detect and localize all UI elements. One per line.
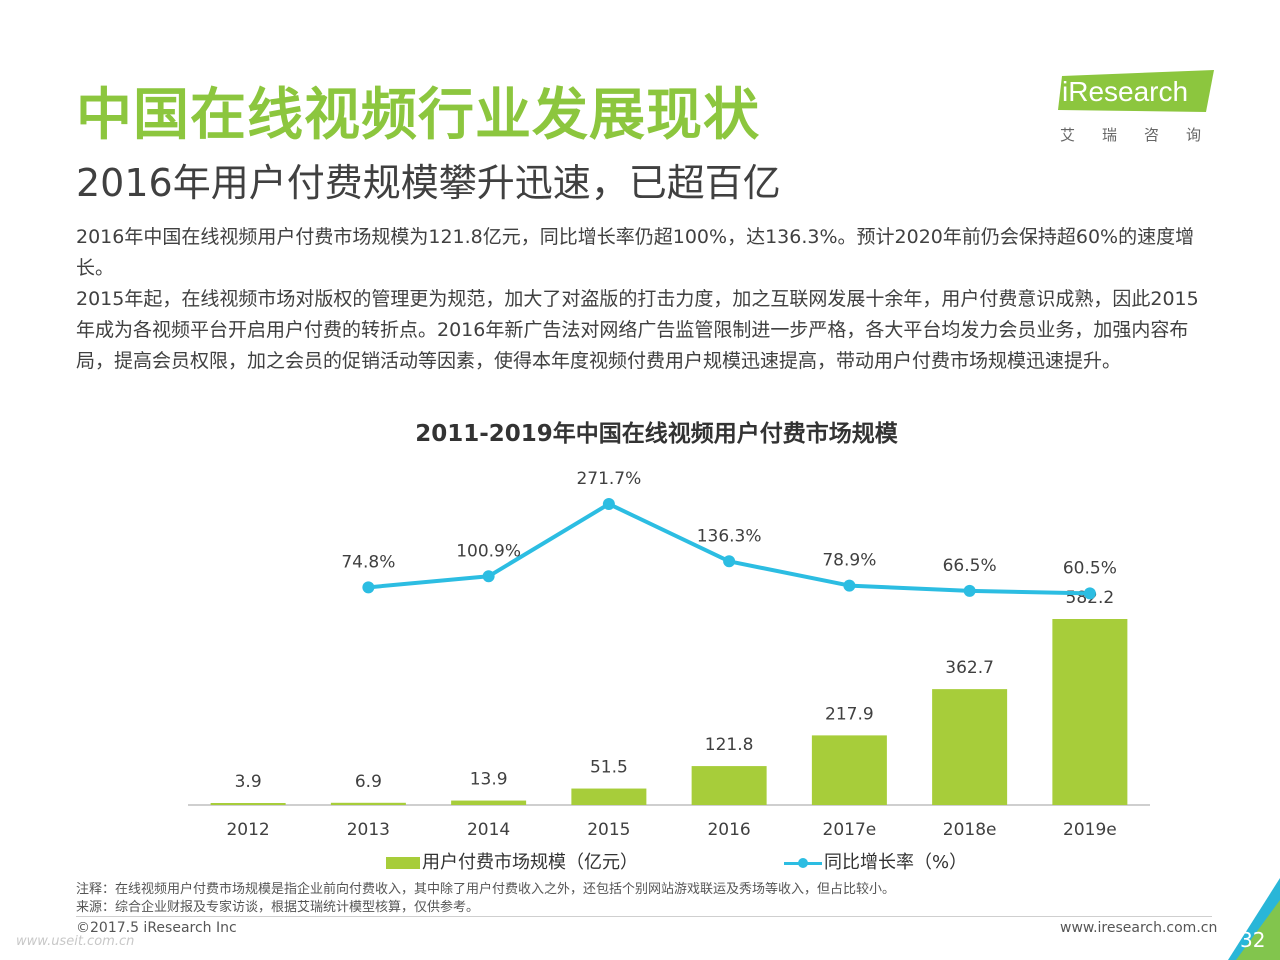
growth-label-2018e: 66.5% xyxy=(943,556,997,576)
growth-point-2018e xyxy=(963,584,976,597)
bar-2013 xyxy=(330,802,406,805)
x-tick-label-2014: 2014 xyxy=(467,820,510,840)
bar-value-label-2012: 3.9 xyxy=(235,772,262,792)
bar-2012 xyxy=(210,803,286,805)
bar-2016 xyxy=(691,766,767,805)
legend-item-market-size: 用户付费市场规模（亿元） xyxy=(386,848,638,874)
growth-label-2013: 74.8% xyxy=(341,552,395,572)
legend-item-growth-rate: 同比增长率（%） xyxy=(784,848,967,874)
iresearch-logo: iResearch 艾瑞咨询 xyxy=(1052,68,1222,148)
page-title: 中国在线视频行业发展现状 xyxy=(76,83,760,148)
bar-value-label-2017e: 217.9 xyxy=(825,704,874,724)
growth-label-2015: 271.7% xyxy=(576,469,641,489)
bar-2019e xyxy=(1052,619,1128,805)
intro-paragraph: 2016年中国在线视频用户付费市场规模为121.8亿元，同比增长率仍超100%，… xyxy=(76,226,1195,279)
bar-value-label-2018e: 362.7 xyxy=(945,658,994,678)
growth-point-2015 xyxy=(602,497,615,510)
chart-note: 注释：在线视频用户付费市场规模是指企业前向付费收入，其中除了用户付费收入之外，还… xyxy=(76,882,896,897)
x-tick-label-2017e: 2017e xyxy=(823,820,877,840)
x-tick-label-2015: 2015 xyxy=(587,820,630,840)
logo-banner-shape xyxy=(1058,70,1214,112)
chart-source: 来源：综合企业财报及专家访谈，根据艾瑞统计模型核算，仅供参考。 xyxy=(76,900,480,915)
logo-chinese-text: 艾瑞咨询 xyxy=(1060,126,1229,144)
growth-point-2017e xyxy=(843,579,856,592)
watermark-text: www.useit.com.cn xyxy=(16,934,135,949)
bar-value-label-2016: 121.8 xyxy=(705,735,754,755)
growth-point-2013 xyxy=(362,581,375,594)
x-tick-label-2019e: 2019e xyxy=(1063,820,1117,840)
bar-2018e xyxy=(932,689,1008,805)
x-tick-label-2018e: 2018e xyxy=(943,820,997,840)
bar-2015 xyxy=(571,788,647,805)
bar-value-label-2013: 6.9 xyxy=(355,772,382,792)
legend-bar-swatch xyxy=(386,857,420,869)
x-tick-label-2013: 2013 xyxy=(347,820,390,840)
growth-label-2014: 100.9% xyxy=(456,541,521,561)
page-number: 32 xyxy=(1240,928,1266,952)
website-link[interactable]: www.iresearch.com.cn xyxy=(1060,920,1218,936)
x-tick-label-2012: 2012 xyxy=(226,820,269,840)
legend-label-market-size: 用户付费市场规模（亿元） xyxy=(422,852,638,873)
copyright-text: ©2017.5 iResearch Inc xyxy=(76,920,237,936)
growth-point-2019e xyxy=(1083,587,1096,600)
x-tick-label-2016: 2016 xyxy=(707,820,750,840)
logo-brand-text: iResearch xyxy=(1062,76,1189,107)
footer-divider xyxy=(76,916,1212,917)
page-subtitle: 2016年用户付费规模攀升迅速，已超百亿 xyxy=(76,161,781,205)
chart-title: 2011-2019年中国在线视频用户付费市场规模 xyxy=(415,421,898,447)
growth-label-2019e: 60.5% xyxy=(1063,558,1117,578)
legend-line-swatch xyxy=(784,856,822,870)
bar-value-label-2015: 51.5 xyxy=(590,758,628,778)
bar-2014 xyxy=(451,800,527,805)
legend-label-growth-rate: 同比增长率（%） xyxy=(824,852,968,873)
bar-2017e xyxy=(811,735,887,805)
growth-point-2016 xyxy=(723,555,736,568)
growth-point-2014 xyxy=(482,570,495,583)
growth-label-2017e: 78.9% xyxy=(822,551,876,571)
analysis-paragraph: 2015年起，在线视频市场对版权的管理更为规范，加大了对盗版的打击力度，加之互联… xyxy=(76,288,1199,372)
growth-label-2016: 136.3% xyxy=(697,526,762,546)
bar-value-label-2014: 13.9 xyxy=(470,770,508,790)
